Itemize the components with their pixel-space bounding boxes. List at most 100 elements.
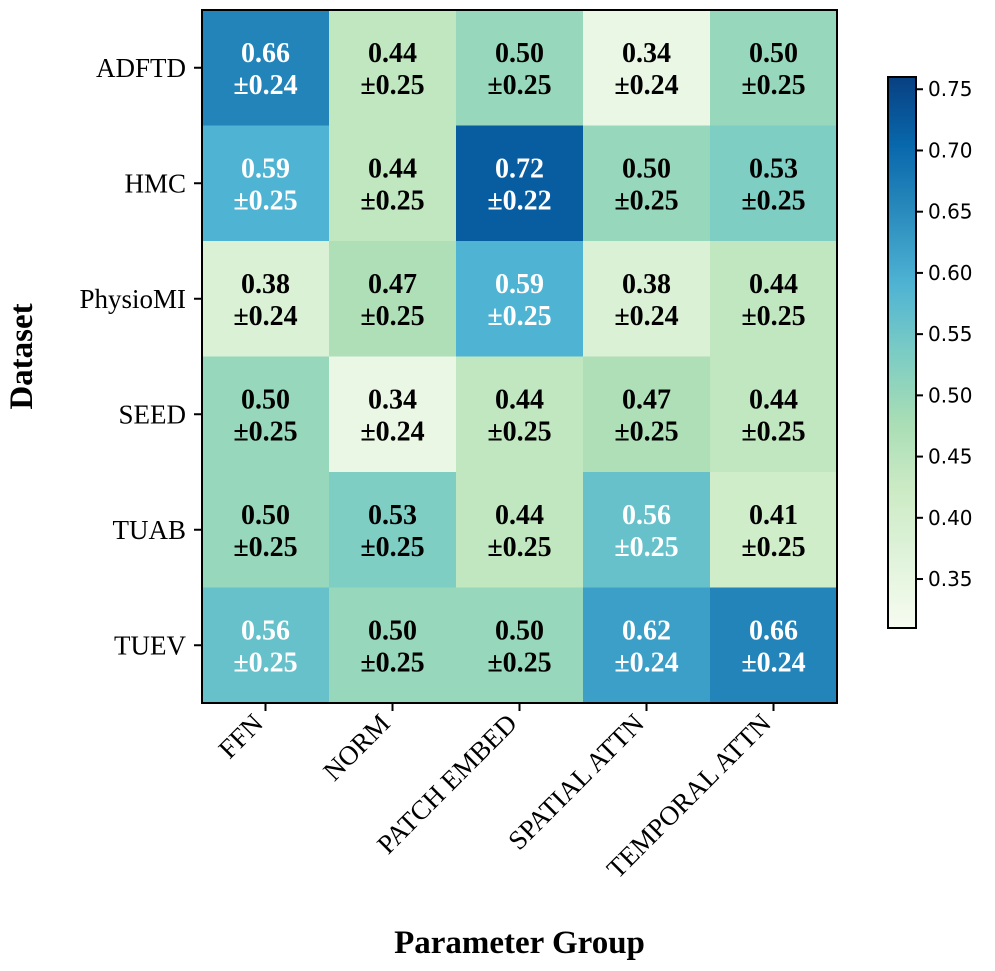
cell-std-label: ±0.25 <box>360 301 424 332</box>
colorbar-tick-label: 0.70 <box>928 138 973 162</box>
cell-mean-label: 0.53 <box>749 153 798 184</box>
cell-mean-label: 0.44 <box>495 500 544 531</box>
colorbar-tick-label: 0.40 <box>928 506 973 530</box>
heatmap-cell <box>329 125 457 242</box>
heatmap-cell <box>710 587 838 704</box>
colorbar-tick-label: 0.65 <box>928 200 973 224</box>
cell-mean-label: 0.50 <box>241 384 290 415</box>
cell-std-label: ±0.24 <box>614 70 678 101</box>
y-tick-label: ADFTD <box>96 53 186 83</box>
cell-mean-label: 0.59 <box>495 269 544 300</box>
cell-std-label: ±0.24 <box>741 647 805 678</box>
cell-mean-label: 0.50 <box>495 615 544 646</box>
x-tick-label: FFN <box>213 708 269 764</box>
colorbar-tick-label: 0.60 <box>928 261 973 285</box>
heatmap-cell <box>710 241 838 358</box>
heatmap-cell <box>202 241 330 358</box>
cell-mean-label: 0.44 <box>495 384 544 415</box>
cell-mean-label: 0.50 <box>368 615 417 646</box>
cell-std-label: ±0.25 <box>614 185 678 216</box>
cell-mean-label: 0.38 <box>241 269 290 300</box>
heatmap-cell <box>456 241 584 358</box>
cell-mean-label: 0.72 <box>495 153 544 184</box>
cell-std-label: ±0.24 <box>360 416 424 447</box>
cell-mean-label: 0.53 <box>368 500 417 531</box>
heatmap-cell <box>583 125 711 242</box>
heatmap-cell <box>583 10 711 127</box>
cell-std-label: ±0.25 <box>487 647 551 678</box>
cell-mean-label: 0.66 <box>749 615 798 646</box>
cell-mean-label: 0.44 <box>368 153 417 184</box>
cell-std-label: ±0.25 <box>360 70 424 101</box>
heatmap-cell <box>456 587 584 704</box>
colorbar-tick-label: 0.45 <box>928 445 973 469</box>
cell-mean-label: 0.47 <box>622 384 671 415</box>
y-tick-label: HMC <box>124 168 186 198</box>
colorbar-tick-label: 0.55 <box>928 322 973 346</box>
heatmap-cell <box>456 10 584 127</box>
cell-mean-label: 0.50 <box>241 500 290 531</box>
heatmap-cell <box>583 356 711 473</box>
cell-mean-label: 0.50 <box>622 153 671 184</box>
y-tick-label: TUAB <box>113 515 187 545</box>
cell-std-label: ±0.25 <box>614 532 678 563</box>
heatmap-cell <box>710 472 838 589</box>
cell-mean-label: 0.38 <box>622 269 671 300</box>
cell-std-label: ±0.25 <box>360 532 424 563</box>
colorbar-tick-label: 0.75 <box>928 77 973 101</box>
cell-std-label: ±0.22 <box>487 185 551 216</box>
heatmap-cell-labels: 0.66±0.240.44±0.250.50±0.250.34±0.240.50… <box>233 38 805 679</box>
y-tick-label: PhysioMI <box>79 284 186 314</box>
cell-mean-label: 0.56 <box>241 615 290 646</box>
y-axis: ADFTD HMC PhysioMI SEED TUAB TUEV <box>79 53 202 660</box>
cell-mean-label: 0.44 <box>749 269 798 300</box>
cell-mean-label: 0.50 <box>749 38 798 69</box>
cell-mean-label: 0.34 <box>368 384 417 415</box>
cell-std-label: ±0.25 <box>741 301 805 332</box>
cell-std-label: ±0.25 <box>487 416 551 447</box>
heatmap-cell <box>710 125 838 242</box>
heatmap-cell <box>456 472 584 589</box>
cell-std-label: ±0.24 <box>614 647 678 678</box>
heatmap-cell <box>710 10 838 127</box>
x-axis-title: Parameter Group <box>394 925 645 961</box>
heatmap-cells <box>202 10 838 704</box>
cell-mean-label: 0.50 <box>495 38 544 69</box>
y-tick-label: TUEV <box>114 630 186 660</box>
heatmap-cell <box>456 125 584 242</box>
cell-std-label: ±0.24 <box>233 70 297 101</box>
heatmap-cell <box>583 472 711 589</box>
heatmap-cell <box>202 587 330 704</box>
colorbar-tick-label: 0.35 <box>928 567 973 591</box>
cell-std-label: ±0.25 <box>360 185 424 216</box>
heatmap-cell <box>202 125 330 242</box>
cell-mean-label: 0.56 <box>622 500 671 531</box>
heatmap-cell <box>329 241 457 358</box>
cell-mean-label: 0.41 <box>749 500 798 531</box>
x-tick-label: NORM <box>317 708 395 786</box>
cell-std-label: ±0.25 <box>741 185 805 216</box>
heatmap-cell <box>329 472 457 589</box>
heatmap-cell <box>329 10 457 127</box>
cell-std-label: ±0.25 <box>233 647 297 678</box>
cell-std-label: ±0.25 <box>741 70 805 101</box>
colorbar-axis: 0.35 0.40 0.45 0.50 0.55 0.60 0.65 0.70 0.75 <box>916 77 973 591</box>
heatmap-cell <box>329 356 457 473</box>
cell-mean-label: 0.44 <box>749 384 798 415</box>
heatmap-cell <box>202 472 330 589</box>
y-axis-title: Dataset <box>4 303 40 409</box>
heatmap-cell <box>583 587 711 704</box>
cell-mean-label: 0.34 <box>622 38 671 69</box>
cell-std-label: ±0.25 <box>741 416 805 447</box>
cell-mean-label: 0.44 <box>368 38 417 69</box>
heatmap-cell <box>583 241 711 358</box>
cell-mean-label: 0.62 <box>622 615 671 646</box>
heatmap-cell <box>456 356 584 473</box>
heatmap-cell <box>710 356 838 473</box>
heatmap-cell <box>202 356 330 473</box>
cell-std-label: ±0.25 <box>233 416 297 447</box>
cell-std-label: ±0.25 <box>614 416 678 447</box>
cell-std-label: ±0.25 <box>360 647 424 678</box>
